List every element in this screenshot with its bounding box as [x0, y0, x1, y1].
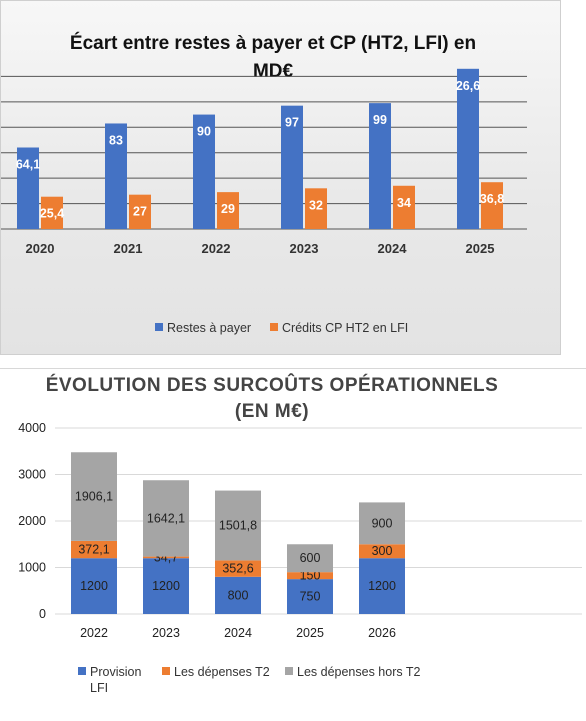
chart-1-data-label: 83: [109, 133, 123, 147]
chart-1-bar-credits: [41, 196, 63, 229]
chart-1-title-line-1: Écart entre restes à payer et CP (HT2, L…: [70, 32, 476, 54]
chart-1-data-label: 27: [133, 205, 147, 219]
chart-1-bar-restes: [281, 105, 303, 229]
chart-1-bar-restes: [17, 147, 39, 229]
chart-1-bar-restes: [193, 114, 215, 229]
chart-2-bar-depenses-hors-t2: [359, 502, 405, 545]
chart-2-bar-depenses-t2: [71, 540, 117, 559]
legend-swatch-credits: [270, 323, 278, 331]
chart-2-bar-depenses-t2: [359, 544, 405, 559]
chart-2-bar-depenses-hors-t2: [287, 544, 333, 573]
chart-1-panel: Écart entre restes à payer et CP (HT2, L…: [0, 0, 561, 355]
chart-2-y-tick-label: 2000: [18, 514, 46, 528]
chart-2-bar-provision: [287, 579, 333, 614]
legend-swatch-depenses-t2: [162, 667, 170, 675]
legend-label-provision-line-2: LFI: [90, 681, 108, 695]
chart-2-data-label: 1642,1: [147, 511, 185, 525]
chart-2-x-tick-label: 2025: [296, 626, 324, 640]
chart-2-data-label: 352,6: [222, 562, 253, 576]
chart-1-bar-restes: [457, 68, 479, 229]
chart-1-data-label: 32: [309, 198, 323, 212]
chart-2-data-label: 800: [228, 588, 249, 602]
chart-1-data-label: 64,1: [16, 158, 40, 172]
chart-1-title-line-2: MD€: [253, 61, 294, 82]
chart-2-data-label: 900: [372, 516, 393, 530]
chart-1-data-label: 36,8: [480, 192, 504, 206]
chart-1-bar-credits: [129, 194, 151, 229]
chart-2-title-line-1: ÉVOLUTION DES SURCOÛTS OPÉRATIONNELS: [46, 374, 499, 396]
chart-2-title-line-2: (EN M€): [235, 401, 309, 422]
chart-2-data-label: 600: [300, 551, 321, 565]
legend-label-depenses-hors-t2: Les dépenses hors T2: [297, 665, 421, 679]
chart-1-x-tick-label: 2025: [466, 241, 495, 256]
chart-2-y-tick-label: 4000: [18, 421, 46, 435]
chart-2-bar-depenses-hors-t2: [143, 480, 189, 557]
chart-1-data-label: 97: [285, 116, 299, 130]
chart-2-data-label: 1200: [80, 579, 108, 593]
chart-2-bar-depenses-t2: [143, 556, 189, 559]
chart-1-bar-restes: [105, 123, 127, 229]
chart-1-data-label: 90: [197, 125, 211, 139]
chart-2-bar-depenses-t2: [287, 572, 333, 580]
chart-2-bar-depenses-hors-t2: [215, 490, 261, 561]
chart-2-bar-provision: [359, 558, 405, 614]
chart-1-data-label: 29: [221, 202, 235, 216]
chart-2-y-tick-label: 3000: [18, 468, 46, 482]
chart-2-y-tick-label: 0: [39, 607, 46, 621]
chart-2-x-tick-label: 2022: [80, 626, 108, 640]
chart-1-x-tick-label: 2021: [114, 241, 143, 256]
chart-1-data-label: 26,6: [456, 79, 480, 93]
chart-1-bar-restes: [369, 103, 391, 229]
chart-2-data-label: 372,1: [78, 543, 109, 557]
legend-label-credits: Crédits CP HT2 en LFI: [282, 321, 408, 335]
chart-1-x-tick-label: 2023: [290, 241, 319, 256]
chart-1-bar-credits: [393, 185, 415, 229]
legend-swatch-restes: [155, 323, 163, 331]
chart-1-data-label: 99: [373, 113, 387, 127]
chart-2-data-label: 750: [300, 590, 321, 604]
chart-2-bar-depenses-t2: [215, 560, 261, 577]
chart-1-bar-credits: [217, 192, 239, 229]
chart-1-svg: Écart entre restes à payer et CP (HT2, L…: [1, 32, 527, 335]
chart-2-bar-provision: [215, 576, 261, 614]
legend-label-provision-line-1: Provision: [90, 665, 141, 679]
chart-2-data-label: 1200: [368, 579, 396, 593]
chart-1-data-label: 34: [397, 196, 411, 210]
chart-2-data-label: 1501,8: [219, 518, 257, 532]
chart-2-legend: Provision LFI Les dépenses T2 Les dépens…: [78, 665, 421, 695]
legend-label-restes: Restes à payer: [167, 321, 251, 335]
chart-2-data-label: 1200: [152, 579, 180, 593]
chart-2-bar-provision: [71, 558, 117, 614]
chart-1-bar-credits: [481, 182, 503, 229]
chart-2-bar-depenses-hors-t2: [71, 452, 117, 541]
chart-1-x-tick-label: 2022: [202, 241, 231, 256]
chart-1-x-tick-label: 2024: [378, 241, 408, 256]
chart-2-svg: ÉVOLUTION DES SURCOÛTS OPÉRATIONNELS (EN…: [18, 374, 582, 695]
chart-1-x-tick-label: 2020: [26, 241, 55, 256]
chart-2-panel: ÉVOLUTION DES SURCOÛTS OPÉRATIONNELS (EN…: [0, 368, 586, 721]
legend-swatch-depenses-hors-t2: [285, 667, 293, 675]
chart-2-x-tick-label: 2023: [152, 626, 180, 640]
chart-1-legend: Restes à payer Crédits CP HT2 en LFI: [155, 321, 408, 335]
chart-2-x-tick-label: 2026: [368, 626, 396, 640]
chart-2-data-label: 300: [372, 544, 393, 558]
chart-2-data-label: 1906,1: [75, 490, 113, 504]
chart-1-data-label: 25,4: [40, 207, 64, 221]
chart-2-bar-provision: [143, 558, 189, 614]
chart-2-x-tick-label: 2024: [224, 626, 252, 640]
legend-swatch-provision: [78, 667, 86, 675]
chart-1-bar-credits: [305, 188, 327, 229]
legend-label-depenses-t2: Les dépenses T2: [174, 665, 270, 679]
chart-2-y-tick-label: 1000: [18, 561, 46, 575]
